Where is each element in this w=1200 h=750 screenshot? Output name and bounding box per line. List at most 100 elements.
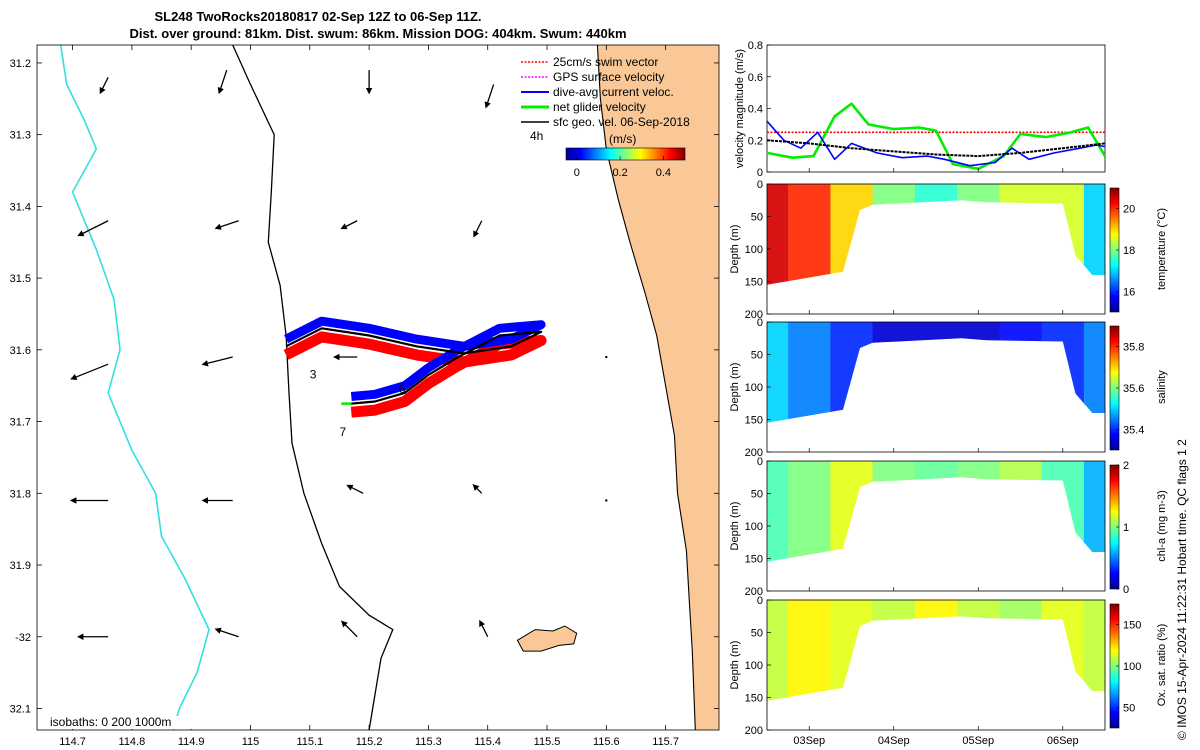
legend-dac-label: dive-avg current veloc. — [553, 85, 674, 99]
temperature-section: 0 50 100 150 200 Depth (m) 16 18 20 temperature (… — [729, 179, 1168, 321]
geostrophic-vector — [346, 484, 364, 494]
section-colorbar-tick-label: 35.4 — [1123, 424, 1144, 436]
speed-colorbar-ticks: 0 0.2 0.4 — [574, 156, 671, 179]
section-column — [1083, 322, 1105, 423]
swim-vector-swath — [283, 331, 547, 418]
map-x-tick-label: 115.5 — [534, 736, 561, 748]
section-x-tick-label: 03Sep — [793, 735, 825, 747]
section-colorbar-tick-label: 20 — [1123, 204, 1135, 216]
section-colorbar-tick-label: 100 — [1123, 661, 1141, 673]
day-marker: 3 — [310, 368, 317, 382]
map-x-tick-label: 115.1 — [296, 736, 323, 748]
section-column — [767, 600, 790, 701]
section-column — [767, 461, 790, 562]
oxygen-section: 0 50 100 150 200 03Sep 04Sep 05Sep 06Sep Depth (m… — [729, 595, 1168, 747]
section-y-tick-label: 50 — [751, 212, 763, 224]
day-marker: 6 — [399, 382, 406, 396]
section-y-tick-label: 150 — [745, 415, 763, 427]
map-x-tick-label: 115.6 — [593, 736, 620, 748]
section-y-tick-label: 0 — [757, 456, 763, 468]
geostrophic-vector — [70, 363, 109, 380]
velocity-series-line — [766, 139, 1106, 158]
map-y-tick-label: 31.5 — [10, 273, 31, 285]
geostrophic-vector — [99, 76, 109, 95]
section-column — [788, 461, 832, 562]
section-y-tick-label: 50 — [751, 628, 763, 640]
velocity-y-tick-label: 0.4 — [748, 104, 763, 116]
legend-swim-label: 25cm/s swim vector — [553, 55, 658, 69]
geostrophic-vector — [473, 220, 483, 238]
section-y-tick-label: 200 — [745, 309, 763, 321]
geostrophic-vector — [340, 620, 358, 638]
section-column — [1083, 184, 1105, 285]
section-y-tick-label: 50 — [751, 350, 763, 362]
isobath-label: isobaths: 0 200 1000m — [50, 715, 171, 729]
salinity-section: 0 50 100 150 200 Depth (m) 35.4 35.6 35.8 salinit… — [729, 317, 1168, 459]
map-x-tick-label: 114.9 — [178, 736, 205, 748]
section-column — [788, 184, 832, 285]
map-x-tick-label: 115 — [242, 736, 260, 748]
section-column — [788, 600, 832, 701]
section-y-axis-label: Depth (m) — [729, 502, 741, 551]
speed-colorbar — [565, 147, 686, 161]
velocity-y-axis-label: velocity magnitude (m/s) — [734, 49, 746, 168]
figure-title-line2: Dist. over ground: 81km. Dist. swum: 86k… — [129, 26, 626, 41]
section-column — [767, 322, 790, 423]
section-colorbar-tick-label: 35.6 — [1123, 383, 1144, 395]
section-colorbar-tick-label: 35.8 — [1123, 342, 1144, 354]
geostrophic-vector — [201, 356, 233, 367]
speed-colorbar-tick-label: 0.2 — [612, 167, 627, 179]
velocity-y-tick-label: 0.6 — [748, 72, 763, 84]
section-colorbar-tick-label: 18 — [1123, 245, 1135, 257]
section-y-axis-label: Depth (m) — [729, 641, 741, 690]
velocity-y-tick-label: 0.8 — [748, 40, 763, 52]
map-legend: 25cm/s swim vector GPS surface velocity … — [521, 55, 690, 179]
speed-colorbar-tick-label: 0 — [574, 167, 580, 179]
geostrophic-vector — [340, 220, 358, 230]
speed-colorbar-tick-label: 0.4 — [656, 167, 671, 179]
section-colorbar-label: temperature (°C) — [1156, 208, 1168, 290]
map-y-tick-label: 31.2 — [10, 58, 31, 70]
section-x-tick-label: 04Sep — [878, 735, 910, 747]
isobath-1000m — [59, 45, 210, 730]
geostrophic-vector — [214, 627, 239, 638]
geostrophic-vector — [605, 499, 608, 502]
map-x-tick-label: 114.7 — [59, 736, 86, 748]
section-x-tick-label: 06Sep — [1047, 735, 1079, 747]
colorbar-title: (m/s) — [609, 132, 636, 146]
rottnest-island — [516, 625, 578, 652]
legend-geo-label: sfc geo. vel. 06-Sep-2018 — [553, 115, 690, 129]
section-y-tick-label: 0 — [757, 317, 763, 329]
section-colorbar-label: salinity — [1156, 370, 1168, 404]
day-marker: 7 — [339, 425, 346, 439]
section-y-axis-label: Depth (m) — [729, 225, 741, 274]
map-y-tick-label: -32 — [15, 632, 31, 644]
geostrophic-vector — [605, 355, 608, 359]
section-colorbar-label: chl-a (mg m-3) — [1156, 490, 1168, 562]
section-colorbar-tick-label: 1 — [1123, 522, 1129, 534]
map-y-tick-label: 32.1 — [10, 703, 31, 715]
map-axes: 114.7 114.8 114.9 115 115.1 115.2 115.3 115.4 11… — [10, 45, 719, 748]
velocity-series-line — [766, 102, 1107, 171]
map-frame — [36, 44, 720, 731]
map-x-tick-label: 114.8 — [119, 736, 146, 748]
section-y-tick-label: 200 — [745, 447, 763, 459]
section-y-tick-label: 0 — [757, 595, 763, 607]
map-x-tick-label: 115.3 — [415, 736, 442, 748]
map-x-tick-label: 115.4 — [474, 736, 501, 748]
section-y-tick-label: 100 — [745, 521, 763, 533]
velocity-axes-frame — [766, 44, 1106, 173]
footer-credit: © IMOS 15-Apr-2024 11:22:31 Hobart time.… — [1175, 439, 1189, 740]
map-x-tick-label: 115.2 — [356, 736, 383, 748]
isobath-label-bg — [42, 716, 222, 729]
map-y-tick-label: 31.3 — [10, 130, 31, 142]
velocity-y-tick-label: 0 — [757, 167, 763, 179]
legend-gps-label: GPS surface velocity — [553, 70, 664, 84]
glider-track — [285, 327, 543, 405]
section-y-axis-label: Depth (m) — [729, 363, 741, 412]
section-column — [767, 184, 790, 285]
section-y-tick-label: 200 — [745, 586, 763, 598]
geostrophic-vector — [217, 69, 228, 95]
